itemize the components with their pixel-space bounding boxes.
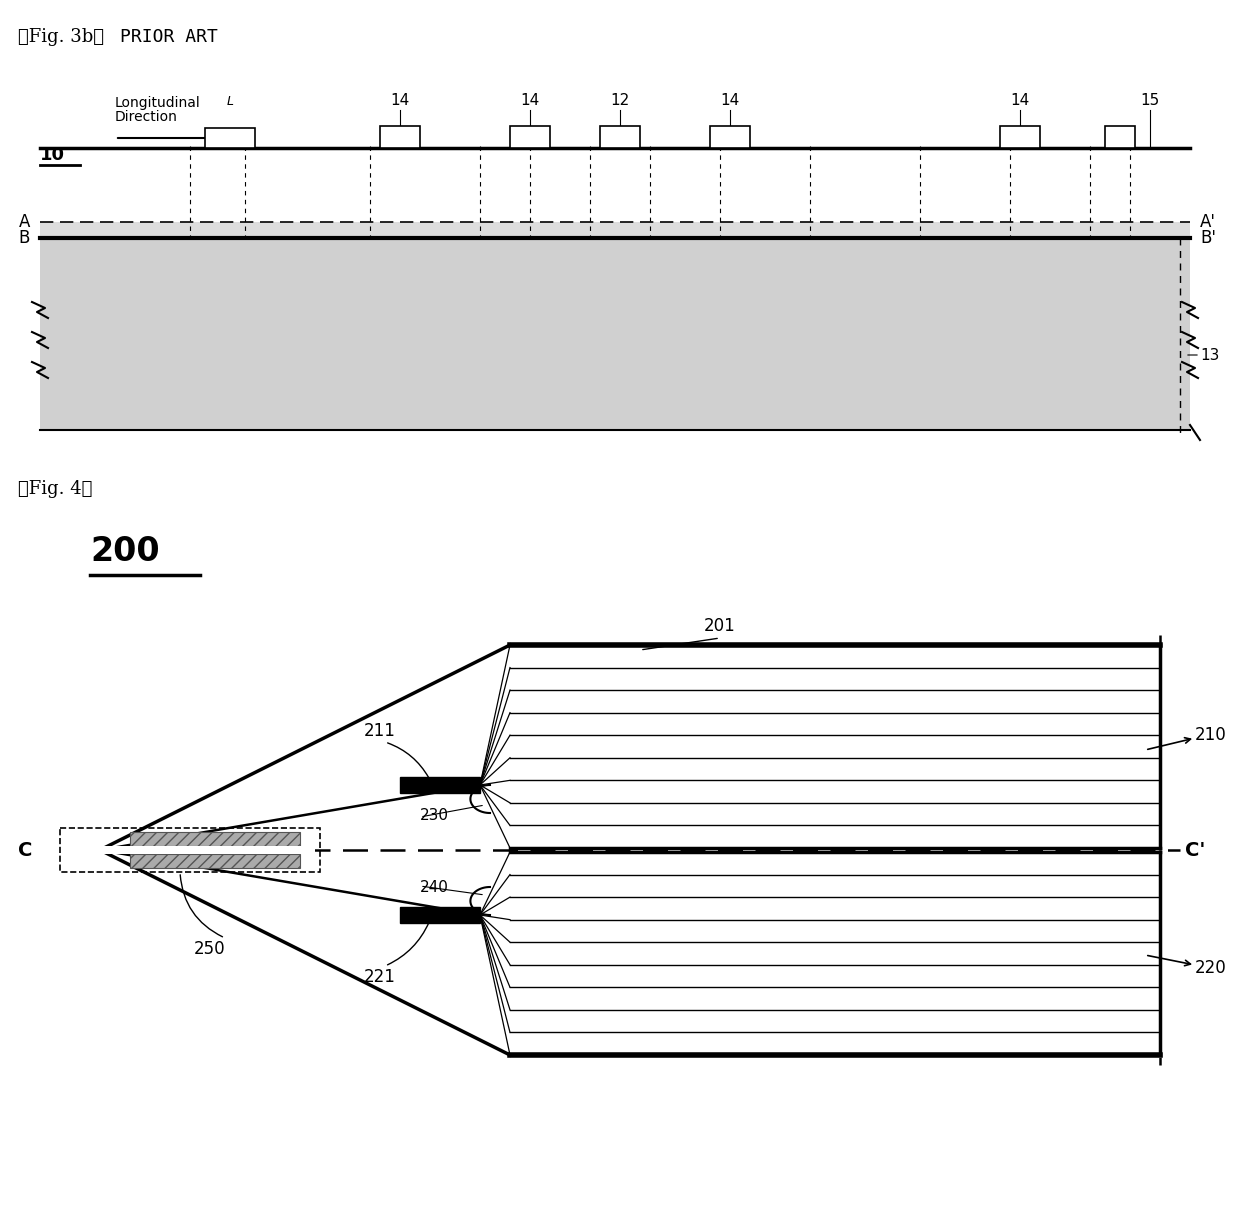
Text: 221: 221 xyxy=(365,968,396,987)
Text: C: C xyxy=(17,840,32,859)
Bar xyxy=(600,126,640,148)
Bar xyxy=(711,126,750,148)
Bar xyxy=(40,130,1190,222)
Bar xyxy=(40,238,1190,429)
Text: 13: 13 xyxy=(1200,347,1219,362)
Bar xyxy=(60,828,320,872)
Text: 15: 15 xyxy=(1141,93,1159,108)
Text: PRIOR ART: PRIOR ART xyxy=(120,28,218,45)
Text: 12: 12 xyxy=(610,93,630,108)
Text: C': C' xyxy=(1184,840,1205,859)
Text: 250: 250 xyxy=(195,940,226,958)
Text: 14: 14 xyxy=(720,93,739,108)
Text: B': B' xyxy=(1200,229,1216,247)
Text: B: B xyxy=(19,229,30,247)
Text: 211: 211 xyxy=(365,721,396,740)
Bar xyxy=(401,777,480,793)
Text: A: A xyxy=(19,213,30,231)
Bar xyxy=(64,845,315,854)
Text: 220: 220 xyxy=(1195,960,1226,977)
Text: 210: 210 xyxy=(1195,726,1226,744)
Bar xyxy=(999,126,1040,148)
Text: 200: 200 xyxy=(91,535,160,568)
Text: 14: 14 xyxy=(391,93,409,108)
Text: 『Fig. 3b』: 『Fig. 3b』 xyxy=(19,28,104,45)
Text: A': A' xyxy=(1200,213,1216,231)
Text: 201: 201 xyxy=(704,617,735,636)
Text: 『Fig. 4』: 『Fig. 4』 xyxy=(19,480,92,498)
Bar xyxy=(401,907,480,923)
Bar xyxy=(510,126,551,148)
Text: 230: 230 xyxy=(420,807,449,822)
Bar xyxy=(205,128,255,148)
Bar xyxy=(379,126,420,148)
Text: Longitudinal: Longitudinal xyxy=(115,96,201,110)
Text: 240: 240 xyxy=(420,881,449,896)
Bar xyxy=(40,222,1190,238)
Text: 14: 14 xyxy=(521,93,539,108)
Bar xyxy=(130,832,300,845)
Text: 10: 10 xyxy=(40,146,64,164)
Text: 14: 14 xyxy=(1011,93,1029,108)
Bar xyxy=(1105,126,1135,148)
Text: L: L xyxy=(227,94,233,108)
Bar xyxy=(130,854,300,867)
Text: Direction: Direction xyxy=(115,110,177,124)
